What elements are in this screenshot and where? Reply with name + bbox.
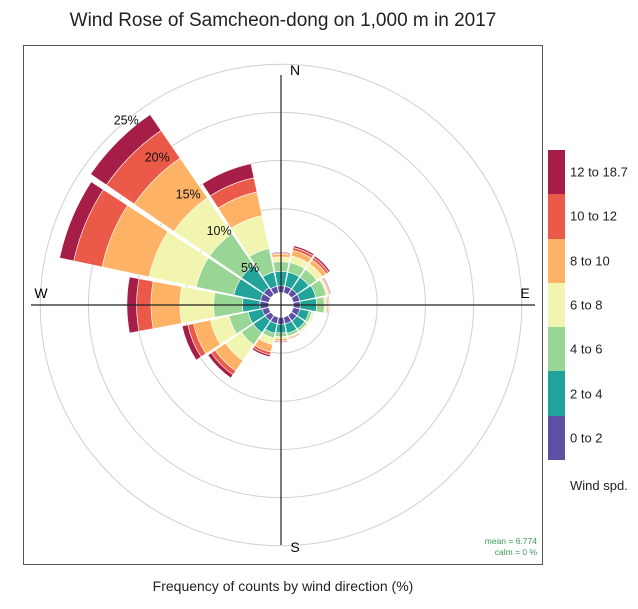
compass-label-north: N — [290, 62, 300, 78]
radial-tick-label: 10% — [207, 224, 232, 238]
chart-title: Wind Rose of Samcheon-dong on 1,000 m in… — [69, 10, 497, 31]
radial-tick-label: 20% — [145, 150, 170, 164]
radial-tick-label: 5% — [241, 261, 259, 275]
petal-segment — [287, 332, 301, 340]
legend-item: 8 to 10 — [548, 238, 638, 283]
petal-segment — [251, 347, 271, 358]
legend-item: 6 to 8 — [548, 282, 638, 328]
compass-label-south: S — [290, 539, 299, 555]
legend-swatch — [548, 150, 565, 195]
radial-tick-label: 25% — [114, 114, 139, 128]
chart-caption: Frequency of counts by wind direction (%… — [152, 578, 414, 594]
petal-segment — [59, 181, 104, 262]
speed-legend: 12 to 18.7 10 to 12 8 to 10 6 to 8 4 to 6 2 t… — [548, 150, 638, 461]
legend-label: 2 to 4 — [570, 386, 603, 402]
petal-segment — [299, 323, 310, 334]
wind-rose-plot: N E S W 5% 10% 15% 20% 25% — [31, 62, 535, 555]
legend-item: 4 to 6 — [548, 327, 638, 372]
legend-swatch — [548, 371, 565, 416]
legend-title: Wind spd. — [570, 478, 628, 493]
legend-label: 12 to 18.7 — [570, 164, 628, 180]
plot-frame — [23, 45, 543, 565]
legend-label: 10 to 12 — [570, 208, 617, 224]
legend-label: 6 to 8 — [570, 297, 603, 313]
legend-label: 8 to 10 — [570, 253, 610, 269]
legend-swatch — [548, 415, 565, 461]
stats-mean: mean = 6.774 — [484, 536, 537, 546]
legend-item: 0 to 2 — [548, 415, 638, 461]
compass-label-west: W — [34, 285, 48, 301]
petal-segment — [313, 255, 331, 273]
legend-label: 4 to 6 — [570, 341, 603, 357]
legend-item: 10 to 12 — [548, 194, 638, 239]
legend-label: 0 to 2 — [570, 430, 603, 446]
petal-segment — [308, 311, 315, 324]
legend-swatch — [548, 238, 565, 283]
petal-segment — [322, 276, 332, 295]
petal-segment — [292, 245, 315, 257]
radial-tick-label: 15% — [176, 187, 201, 201]
legend-item: 2 to 4 — [548, 371, 638, 416]
petal-segment — [207, 352, 234, 379]
legend-swatch — [548, 327, 565, 372]
petal-segment — [181, 324, 202, 361]
stats-box: mean = 6.774 calm = 0 % — [455, 536, 537, 558]
legend-item: 12 to 18.7 — [548, 150, 638, 195]
petal-segment — [201, 163, 255, 197]
legend-swatch — [548, 194, 565, 239]
petal-segment — [90, 114, 162, 186]
stats-calm: calm = 0 % — [494, 547, 537, 557]
compass-label-east: E — [520, 285, 529, 301]
legend-swatch — [548, 282, 565, 328]
